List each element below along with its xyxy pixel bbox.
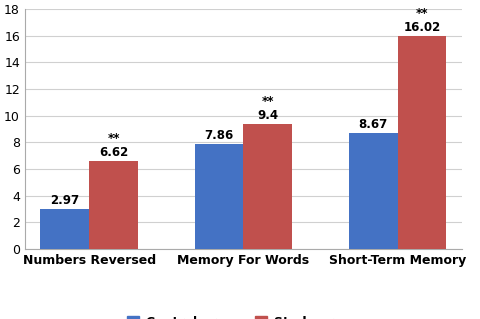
Text: 2.97: 2.97: [50, 194, 79, 207]
Bar: [243, 124, 292, 249]
Text: 8.67: 8.67: [359, 118, 388, 131]
Bar: [89, 161, 138, 249]
Bar: [194, 144, 243, 249]
Text: **: **: [108, 132, 120, 145]
Text: 16.02: 16.02: [404, 20, 441, 33]
Bar: [349, 133, 397, 249]
Text: 7.86: 7.86: [204, 129, 234, 142]
Text: **: **: [262, 95, 274, 108]
Legend: Control group, Study group: Control group, Study group: [122, 311, 365, 319]
Text: 6.62: 6.62: [99, 146, 128, 159]
Bar: [40, 209, 89, 249]
Bar: [397, 35, 446, 249]
Text: **: **: [416, 7, 428, 19]
Text: 9.4: 9.4: [257, 109, 278, 122]
